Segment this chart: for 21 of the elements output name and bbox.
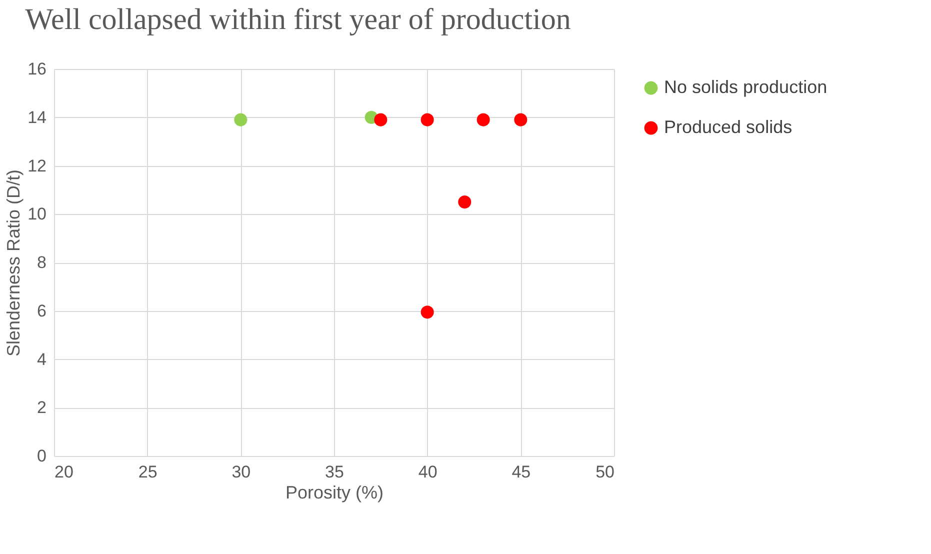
x-tick-label: 30 <box>232 462 251 482</box>
y-tick-label: 14 <box>28 108 46 127</box>
y-tick-label: 8 <box>37 253 46 272</box>
y-axis-title: Slenderness Ratio (D/t) <box>4 169 24 357</box>
legend-label: No solids production <box>664 77 828 97</box>
y-tick-label: 0 <box>37 446 46 466</box>
y-tick-label: 16 <box>28 60 46 78</box>
x-tick-label: 45 <box>512 462 531 482</box>
x-tick-label: 50 <box>596 462 614 482</box>
chart-title: Well collapsed within first year of production <box>25 3 571 36</box>
y-tick-label: 6 <box>37 301 46 320</box>
x-tick-label: 40 <box>418 462 438 482</box>
y-tick-label: 4 <box>37 350 46 369</box>
legend-label: Produced solids <box>664 117 792 137</box>
y-tick-label: 2 <box>37 398 46 418</box>
x-axis-title: Porosity (%) <box>285 482 384 502</box>
y-tick-label: 12 <box>28 156 46 176</box>
x-tick-label: 20 <box>54 462 74 482</box>
x-tick-label: 25 <box>138 462 158 482</box>
x-tick-label: 35 <box>325 462 344 482</box>
y-tick-label: 10 <box>28 204 46 224</box>
